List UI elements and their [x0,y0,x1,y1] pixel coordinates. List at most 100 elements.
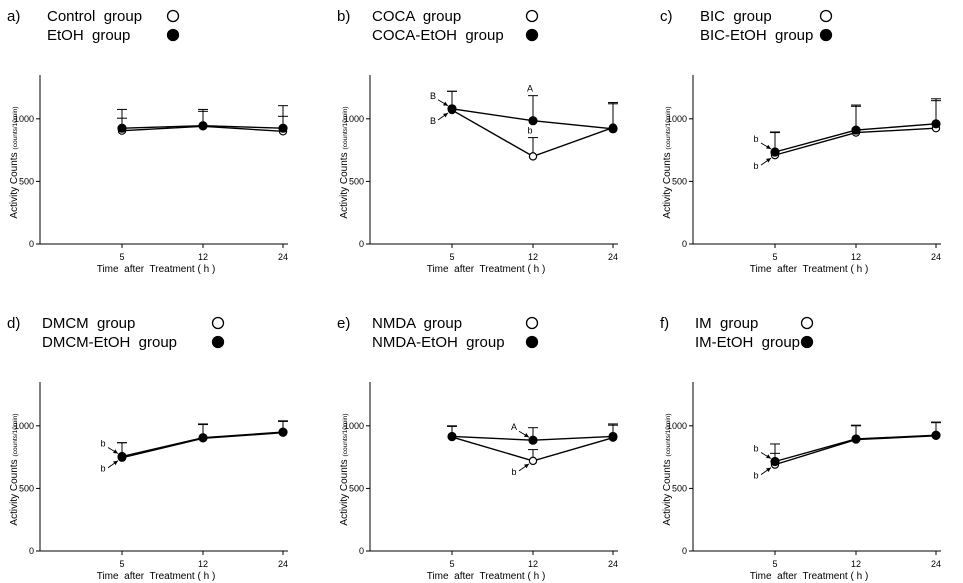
annotation-label: b [100,464,105,474]
legend-marker-open [166,9,180,23]
y-axis-title-unit: (counts/10min) [12,413,19,456]
y-axis-title-unit: (counts/10min) [665,106,672,149]
data-point-filled [447,431,457,442]
data-point-filled [851,125,861,135]
x-axis-title: Time after Treatment ( h ) [97,264,216,275]
annotation-arrowhead [524,463,529,469]
y-tick-label: 1000 [14,421,34,431]
x-tick-label: 12 [851,252,861,262]
x-tick-label: 5 [119,559,124,569]
legend-label: BIC group [700,8,772,25]
data-point-filled [528,116,538,126]
y-axis-title: Activity Counts (counts/10min) [339,106,350,218]
legend-marker-open [211,316,225,330]
x-tick-label: 12 [528,559,538,569]
x-axis-title: Time after Treatment ( h ) [750,571,869,582]
legend-marker-open [525,316,539,330]
data-point-filled [608,431,618,442]
annotation-label: b [527,126,532,136]
y-tick-label: 1000 [344,421,364,431]
x-tick-label: 5 [772,559,777,569]
y-tick-label: 500 [672,176,687,186]
data-point-filled [447,104,457,114]
y-axis-title-unit: (counts/10min) [665,413,672,456]
x-tick-label: 5 [119,252,124,262]
y-axis-title: Activity Counts (counts/10min) [662,413,673,525]
data-point-filled [278,427,288,437]
x-tick-label: 5 [449,252,454,262]
legend-label: COCA-EtOH group [372,27,504,44]
legend-marker-filled [211,335,225,349]
legend-label: DMCM group [42,315,135,332]
panel-label: a) [7,8,20,25]
annotation-arrowhead [524,433,529,438]
y-axis-title-unit: (counts/10min) [342,413,349,456]
y-tick-label: 0 [29,546,34,556]
x-tick-label: 12 [198,252,208,262]
data-point-filled [608,124,618,134]
x-tick-label: 5 [772,252,777,262]
legend-marker-open [800,316,814,330]
x-tick-label: 12 [851,559,861,569]
data-point-filled [931,119,941,129]
panel-label: d) [7,315,20,332]
y-tick-label: 0 [682,239,687,249]
data-point-open [528,152,538,161]
data-point-filled [770,456,780,467]
annotation-arrowhead [113,449,118,454]
x-tick-label: 24 [608,252,618,262]
data-point-open [528,456,538,466]
annotation-label: b [753,443,758,453]
y-axis-title-main: Activity Counts [662,459,673,525]
y-axis-title-main: Activity Counts [9,152,20,218]
y-tick-label: 1000 [667,421,687,431]
annotation-arrowhead [443,113,448,118]
y-axis-title-main: Activity Counts [9,459,20,525]
legend-marker-filled [525,28,539,42]
x-axis-title: Time after Treatment ( h ) [427,571,546,582]
x-tick-label: 5 [449,559,454,569]
x-tick-label: 24 [278,559,288,569]
x-tick-label: 12 [528,252,538,262]
annotation-label: b [511,467,516,477]
legend-marker-filled [166,28,180,42]
annotation-label: A [511,422,517,432]
y-tick-label: 0 [359,239,364,249]
x-axis-title: Time after Treatment ( h ) [427,264,546,275]
data-point-filled [198,433,208,443]
annotation-arrowhead [766,454,771,459]
legend-marker-filled [525,335,539,349]
annotation-arrowhead [766,467,771,472]
annotation-label: b [753,471,758,481]
data-point-filled [117,451,127,462]
panel-label: e) [337,315,350,332]
legend-marker-filled [800,335,814,349]
y-axis-title-unit: (counts/10min) [12,106,19,149]
x-tick-label: 24 [278,252,288,262]
y-axis-title: Activity Counts (counts/10min) [9,106,20,218]
y-tick-label: 0 [29,239,34,249]
annotation-arrowhead [766,144,771,149]
annotation-arrowhead [766,158,771,163]
y-tick-label: 1000 [344,114,364,124]
data-point-filled [198,121,208,131]
y-tick-label: 1000 [14,114,34,124]
x-tick-label: 12 [198,559,208,569]
annotation-arrowhead [443,101,448,106]
legend-label: DMCM-EtOH group [42,334,177,351]
y-tick-label: 500 [349,176,364,186]
y-tick-label: 500 [19,176,34,186]
y-axis-title-main: Activity Counts [339,459,350,525]
panel-label: b) [337,8,350,25]
annotation-arrowhead [113,460,118,466]
legend-label: COCA group [372,8,461,25]
annotation-label: b [753,161,758,171]
annotation-label: B [430,116,436,126]
data-point-filled [528,435,538,445]
y-tick-label: 500 [349,483,364,493]
